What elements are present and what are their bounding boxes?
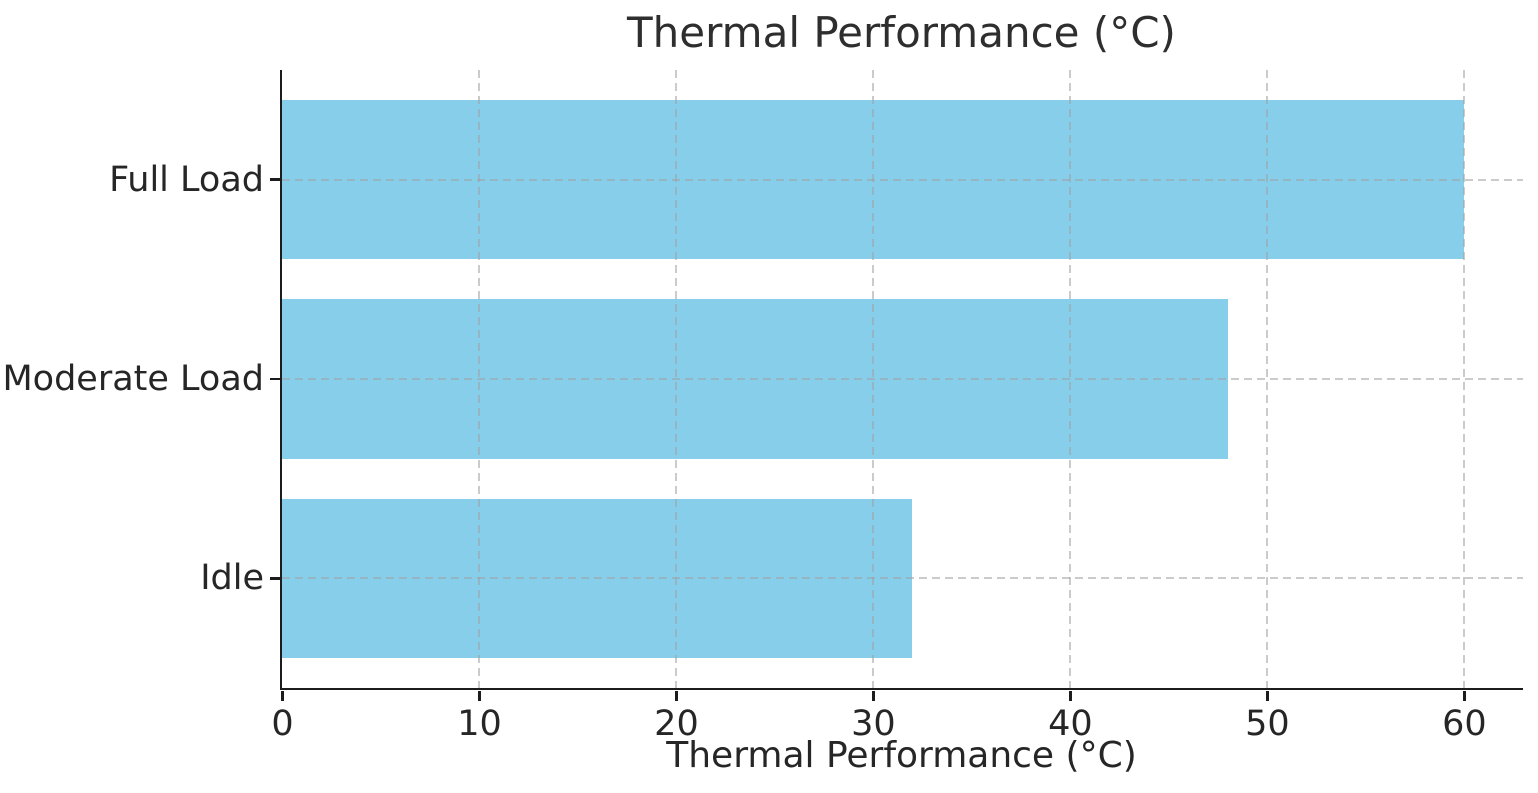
x-tick-mark — [1463, 690, 1466, 701]
gridline-horizontal — [282, 577, 1523, 580]
x-tick-label: 40 — [1048, 703, 1093, 744]
y-tick-label: Idle — [200, 558, 264, 599]
x-tick-label: 50 — [1245, 703, 1290, 744]
x-tick-label: 0 — [271, 703, 294, 744]
plot-area — [280, 70, 1523, 690]
x-axis-label: Thermal Performance (°C) — [666, 735, 1137, 776]
chart-title: Thermal Performance (°C) — [627, 8, 1176, 57]
gridline-horizontal — [282, 178, 1523, 181]
x-tick-mark — [1266, 690, 1269, 701]
x-tick-mark — [675, 690, 678, 701]
y-tick-mark — [270, 377, 280, 381]
y-tick-label: Moderate Load — [2, 358, 264, 399]
y-tick-mark — [270, 577, 280, 580]
x-tick-label: 60 — [1442, 703, 1487, 744]
x-tick-mark — [872, 690, 875, 701]
x-tick-label: 20 — [654, 703, 699, 744]
gridline-horizontal — [282, 378, 1523, 380]
x-tick-mark — [478, 690, 481, 701]
y-tick-mark — [270, 178, 280, 181]
y-tick-label: Full Load — [109, 159, 264, 200]
x-tick-mark — [1069, 690, 1072, 701]
x-tick-label: 10 — [457, 703, 502, 744]
x-tick-label: 30 — [851, 703, 896, 744]
x-tick-mark — [281, 690, 284, 701]
